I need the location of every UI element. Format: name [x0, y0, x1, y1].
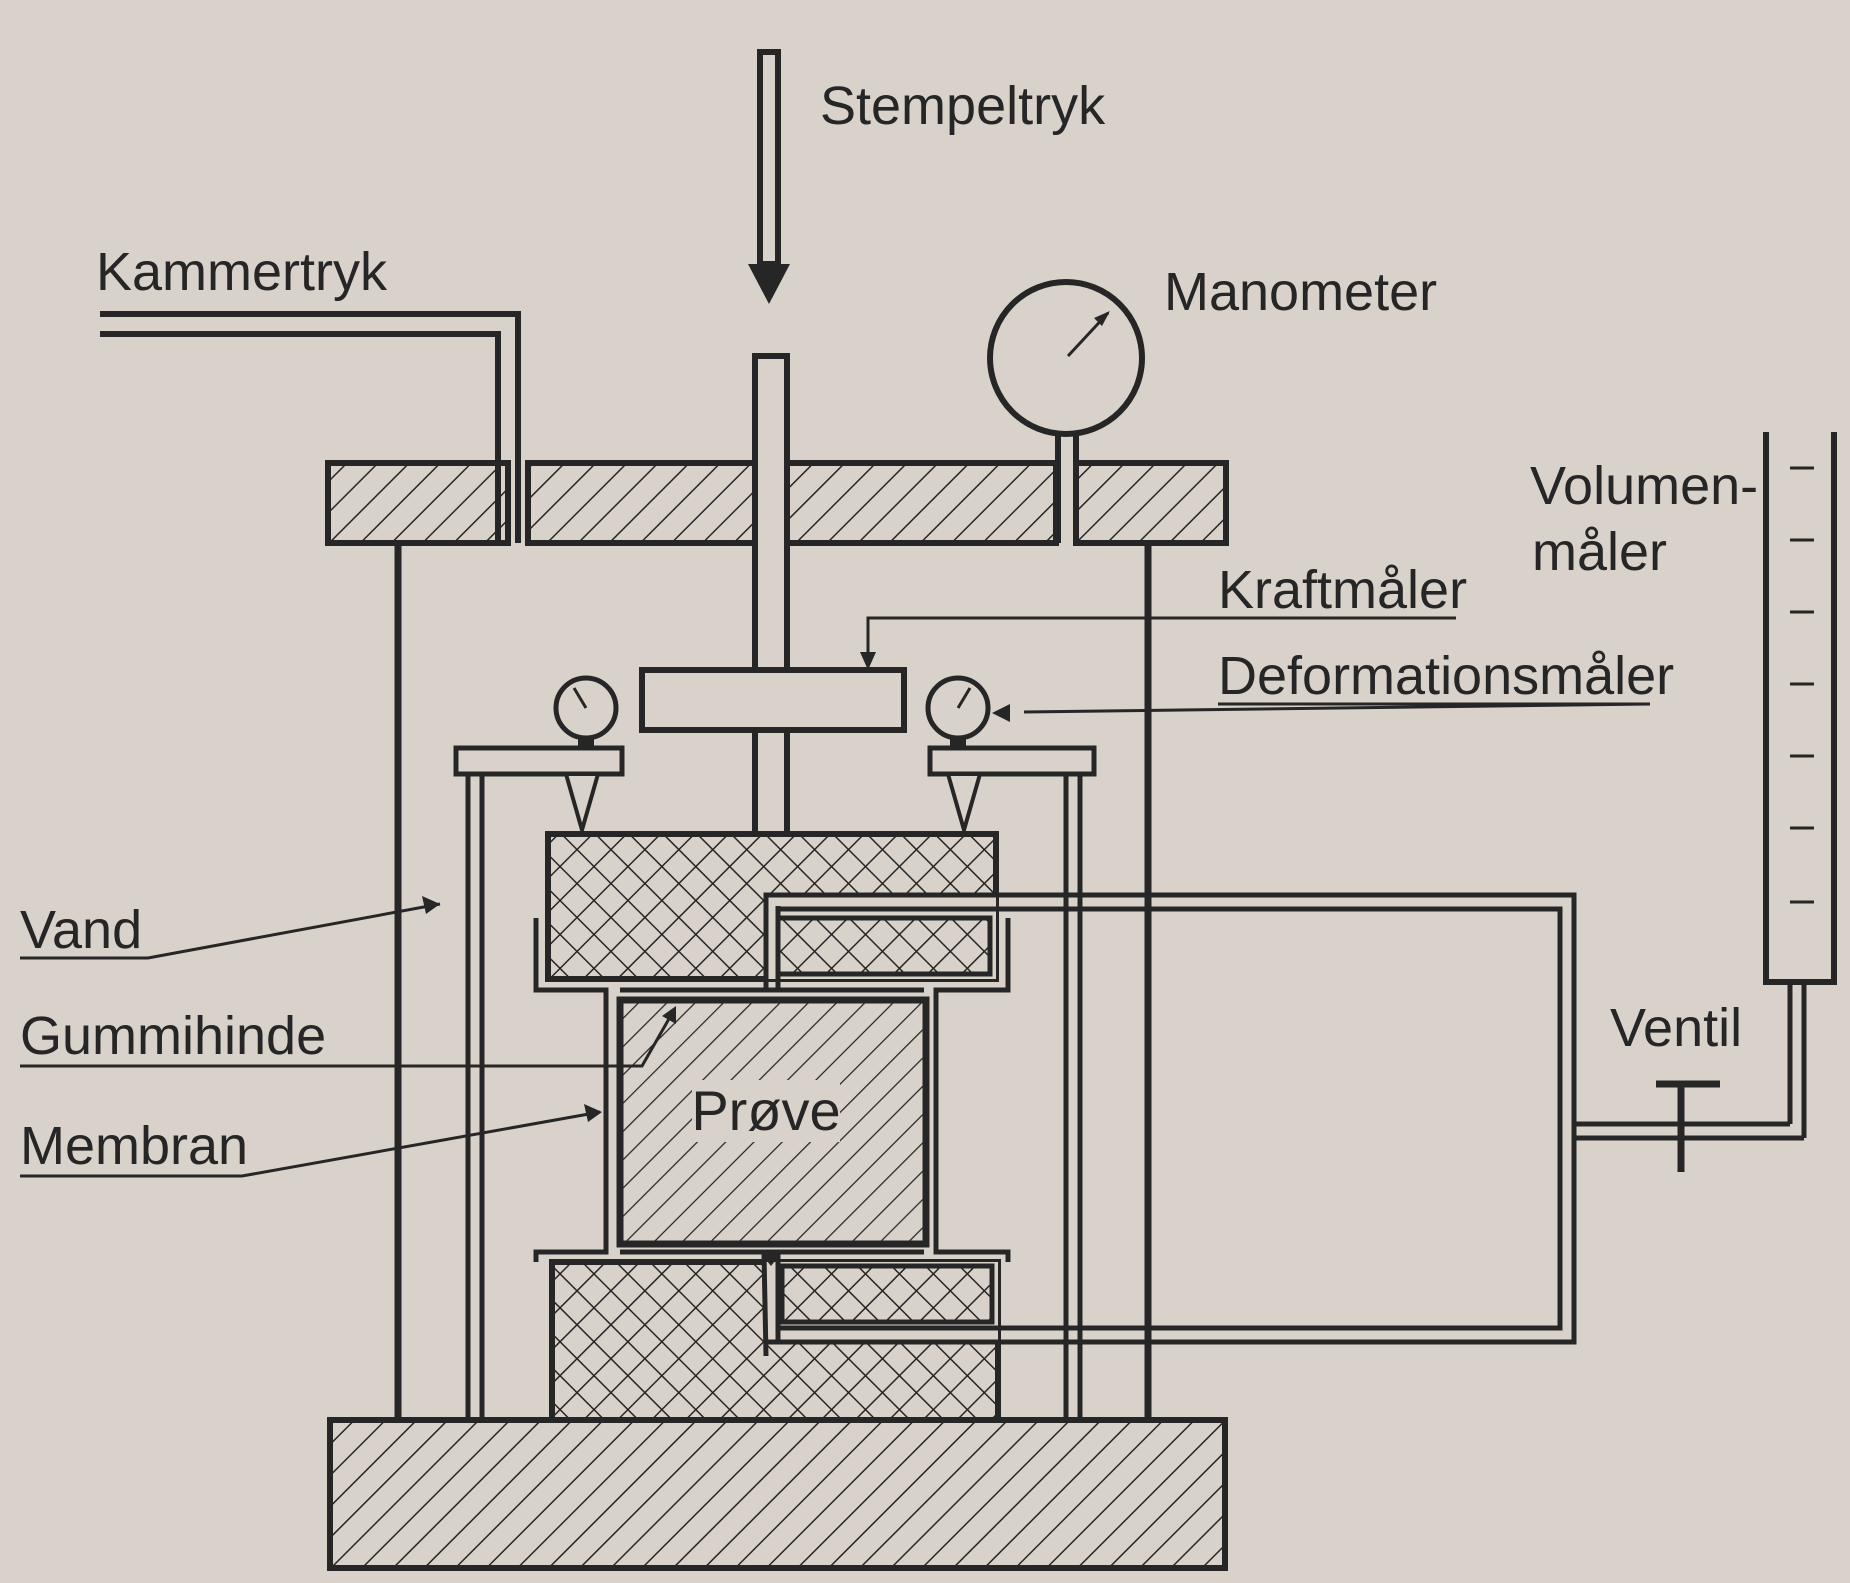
piston-rod: [752, 353, 790, 837]
label-underlines: [1218, 616, 1650, 706]
base-plate: [327, 1417, 1228, 1571]
gummihinde-label: Gummihinde: [20, 1006, 326, 1066]
deformation-gauge-left: [453, 675, 625, 1420]
volumenmaaler-label-line1: Volumen-: [1530, 456, 1758, 516]
kraftmaaler-block: [639, 667, 907, 733]
deformation-gauge-right: [925, 675, 1097, 1420]
stempeltryk-arrow: [748, 49, 790, 304]
membrane-outline: [533, 918, 1011, 1262]
top-cap-plate: [325, 460, 1229, 546]
drain-pipe-loop: [763, 892, 1804, 1345]
stempeltryk-label: Stempeltryk: [820, 76, 1106, 136]
manometer-label: Manometer: [1164, 262, 1437, 322]
volumenmaaler-label-line2: måler: [1532, 522, 1667, 582]
proeve-label-bg: [692, 1080, 840, 1142]
volumenmaaler-burette: [1763, 432, 1837, 1138]
deformationsmaaler-label: Deformationsmåler: [1218, 646, 1674, 706]
ventil-valve: [1656, 1080, 1720, 1172]
proeve-label: Prøve: [691, 1079, 840, 1142]
manometer-gauge: [987, 279, 1145, 543]
vand-label: Vand: [20, 900, 142, 960]
kammertryk-label: Kammertryk: [96, 242, 388, 302]
kraftmaaler-label: Kraftmåler: [1218, 560, 1467, 620]
membran-label: Membran: [20, 1116, 248, 1176]
ventil-label: Ventil: [1610, 998, 1742, 1058]
kammertryk-pipe: [100, 311, 521, 543]
top-drainage-channel: [763, 895, 996, 990]
